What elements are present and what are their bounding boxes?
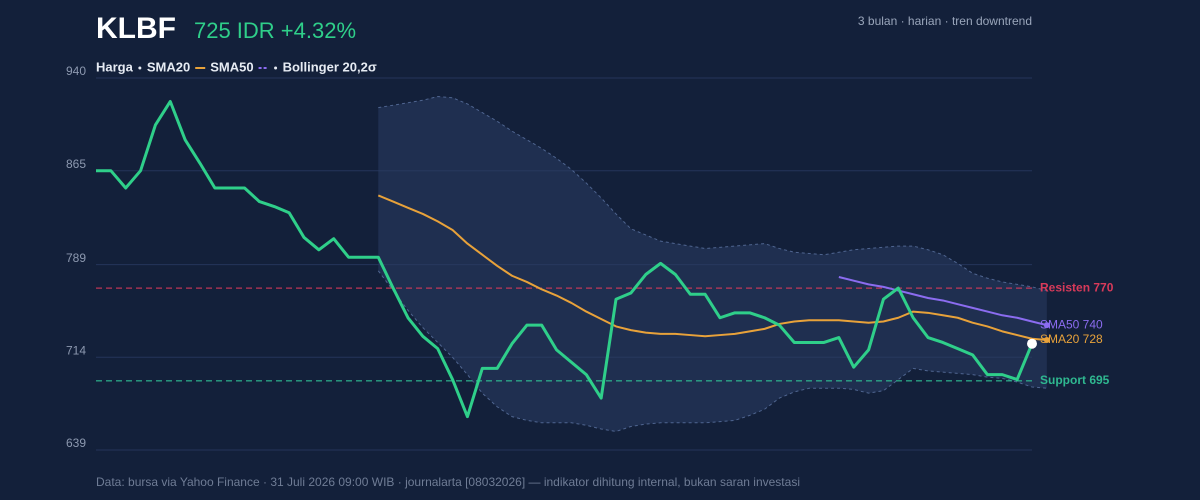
legend-separator — [138, 66, 142, 70]
headline: 725 IDR +4.32% — [194, 18, 356, 43]
chart-title: KLBF — [96, 12, 176, 45]
level-label: Support 695 — [1040, 373, 1110, 387]
y-tick-label: 789 — [66, 251, 86, 265]
end-dot — [1043, 337, 1050, 344]
bollinger-lower — [377, 270, 1047, 432]
legend-label: Harga — [96, 59, 134, 74]
legend-separator — [274, 66, 278, 70]
footer: Data: bursa via Yahoo Finance · 31 Juli … — [96, 475, 800, 489]
bollinger-area — [378, 96, 1047, 432]
series-line — [838, 276, 1048, 327]
end-label: SMA20 728 — [1040, 332, 1103, 346]
y-tick-label: 639 — [66, 436, 86, 450]
y-tick-label: 714 — [66, 343, 86, 357]
legend-label: SMA20 — [147, 59, 190, 74]
series-line — [377, 194, 1047, 342]
y-tick-label: 940 — [66, 64, 86, 78]
level-label: Resisten 770 — [1040, 280, 1114, 294]
end-label: SMA50 740 — [1040, 317, 1103, 331]
last-price-dot — [1027, 338, 1037, 349]
legend-label: Bollinger 20,2σ — [283, 59, 377, 74]
subtitle: 3 bulan · harian · tren downtrend — [858, 14, 1032, 28]
y-tick-label: 865 — [66, 157, 86, 171]
legend-label: SMA50 — [210, 59, 253, 74]
end-dot — [1043, 322, 1050, 329]
series-line — [96, 99, 1034, 419]
